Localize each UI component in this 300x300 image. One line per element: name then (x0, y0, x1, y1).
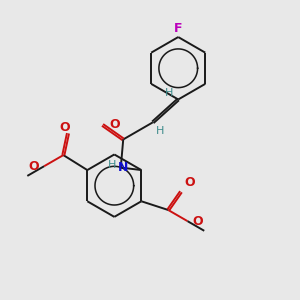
Text: O: O (184, 176, 195, 189)
Text: O: O (109, 118, 120, 131)
Text: H: H (156, 126, 165, 136)
Text: H: H (165, 88, 173, 98)
Text: O: O (193, 214, 203, 228)
Text: F: F (174, 22, 182, 35)
Text: N: N (118, 161, 128, 174)
Text: H: H (108, 160, 117, 170)
Text: O: O (60, 122, 70, 134)
Text: O: O (28, 160, 39, 173)
